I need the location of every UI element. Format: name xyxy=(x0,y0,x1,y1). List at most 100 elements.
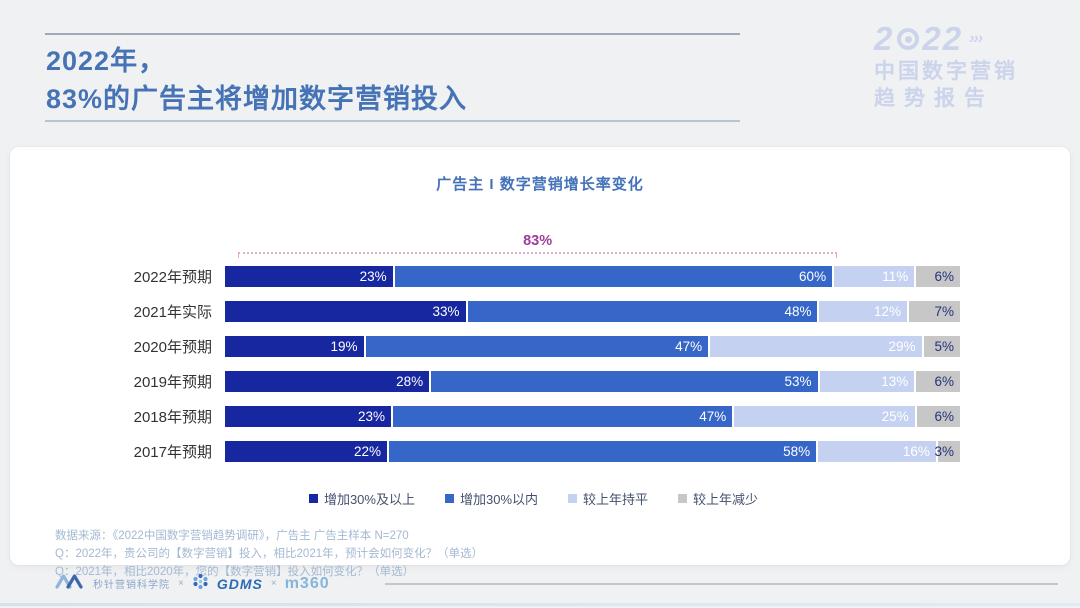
bar-segment-value: 5% xyxy=(934,339,954,354)
bar-segment-value: 23% xyxy=(359,269,387,284)
page-title-line2: 83%的广告主将增加数字营销投入 xyxy=(46,84,468,114)
legend-item: 增加30%以内 xyxy=(444,489,538,508)
bracket-line xyxy=(238,252,838,258)
bar-segment: 13% xyxy=(819,371,915,392)
chart-rows: 2022年预期 23% 60% 11% 6% 2021年实际 33% 48% 12% 7% 2020… xyxy=(107,266,961,462)
bar-segment: 48% xyxy=(467,301,818,322)
bar-segment: 16% xyxy=(818,441,936,462)
bar-segment: 60% xyxy=(394,266,833,287)
stacked-bar: 23% 47% 25% 6% xyxy=(225,406,961,427)
plot-area: 83% 2022年预期 23% 60% 11% 6% 2021年实际 33% 48% 12% 7%… xyxy=(107,222,961,508)
bottom-accent-line xyxy=(0,603,1080,606)
bar-segment: 29% xyxy=(710,336,922,357)
legend-swatch xyxy=(444,494,454,503)
legend: 增加30%及以上 增加30%以内 较上年持平 较上年减少 xyxy=(107,489,960,508)
brand1-label: 秒针营销科学院 xyxy=(93,580,170,591)
logo-year-prefix: 2 xyxy=(874,20,895,57)
question-note-line: Q：2022年，贵公司的【数字营销】投入，相比2021年，预计会如何变化？（单选… xyxy=(55,548,484,560)
separator-x: × xyxy=(178,578,184,589)
row-label: 2018年预期 xyxy=(133,409,212,426)
bar-segment: 47% xyxy=(393,406,733,427)
legend-label: 较上年持平 xyxy=(583,492,649,507)
bar-segment-value: 28% xyxy=(396,374,424,389)
source-notes: 数据来源：《2022中国数字营销趋势调研》，广告主 广告主样本 N=270 Q：… xyxy=(55,527,1070,581)
stacked-bar: 22% 58% 16% 3% xyxy=(225,441,960,462)
eye-icon xyxy=(897,28,920,50)
stacked-bar: 23% 60% 11% 6% xyxy=(225,266,960,287)
bar-segment-value: 6% xyxy=(934,269,954,284)
bar-segment: 5% xyxy=(923,336,960,357)
row-label: 2020年预期 xyxy=(133,339,212,356)
report-logo-line1: 中国数字营销 xyxy=(874,60,1018,83)
footer-divider-line xyxy=(385,583,1058,585)
bar-segment: 12% xyxy=(819,301,907,322)
bar-segment: 25% xyxy=(734,406,915,427)
bar-segment: 22% xyxy=(225,441,387,462)
chart-title: 广告主 I 数字营销增长率变化 xyxy=(436,176,644,193)
stacked-bar: 33% 48% 12% 7% xyxy=(225,301,960,322)
footer: 秒针营销科学院 × GDMS × m360 xyxy=(0,565,1080,608)
brand3-label: m360 xyxy=(284,574,330,592)
bracket-annotation: 83% xyxy=(238,233,838,258)
bar-segment-value: 58% xyxy=(783,444,811,459)
bar-segment-value: 7% xyxy=(934,304,954,319)
arrows-icon: ››› xyxy=(969,30,983,47)
bar-segment: 7% xyxy=(908,301,960,322)
row-label: 2019年预期 xyxy=(133,374,212,391)
header-top-rule xyxy=(45,33,740,35)
bar-segment-value: 11% xyxy=(882,269,909,284)
bar-segment: 28% xyxy=(225,371,430,392)
chart-card: 广告主 I 数字营销增长率变化 83% 2022年预期 23% 60% 11% 6% 20… xyxy=(10,147,1070,578)
row-label: 2021年实际 xyxy=(133,304,212,321)
bar-segment-value: 25% xyxy=(881,409,909,424)
source-note-line: 数据来源：《2022中国数字营销趋势调研》，广告主 广告主样本 N=270 xyxy=(55,530,409,542)
legend-item: 较上年持平 xyxy=(568,489,648,508)
bar-segment-value: 22% xyxy=(353,444,381,459)
question-note-line: Q：2021年，相比2020年，您的【数字营销】投入如何变化？（单选） xyxy=(55,566,415,578)
bar-segment-value: 19% xyxy=(330,339,358,354)
bar-segment-value: 29% xyxy=(888,339,916,354)
legend-swatch xyxy=(308,494,318,503)
chart-row: 2017年预期 22% 58% 16% 3% xyxy=(107,441,960,462)
page-title: 2022年， 83%的广告主将增加数字营销投入 xyxy=(46,42,467,118)
report-logo-year: 2 22 ››› xyxy=(874,20,1018,58)
chart-row: 2019年预期 28% 53% 13% 6% xyxy=(107,371,960,392)
stacked-bar: 19% 47% 29% 5% xyxy=(225,336,960,357)
logo-year-suffix: 22 xyxy=(922,20,964,57)
bar-segment-value: 6% xyxy=(934,374,954,389)
header: 2022年， 83%的广告主将增加数字营销投入 2 22 ››› 中国数字营销 趋势… xyxy=(0,0,1080,147)
bar-segment-value: 60% xyxy=(799,269,827,284)
legend-item: 较上年减少 xyxy=(678,489,758,508)
bar-segment: 53% xyxy=(431,371,818,392)
bar-segment-value: 6% xyxy=(934,409,955,424)
bar-segment-value: 23% xyxy=(357,409,386,424)
footer-logos: 秒针营销科学院 × GDMS × m360 xyxy=(55,572,330,595)
brand2-label: GDMS xyxy=(216,575,263,592)
bar-segment-value: 47% xyxy=(675,339,703,354)
separator-x: × xyxy=(270,578,277,589)
legend-label: 增加30%及以上 xyxy=(323,492,415,507)
bar-segment-value: 48% xyxy=(784,304,812,319)
bar-segment: 11% xyxy=(834,266,915,287)
bracket-label: 83% xyxy=(523,233,553,249)
legend-swatch xyxy=(568,494,578,503)
bar-segment: 23% xyxy=(225,266,393,287)
bar-segment-value: 33% xyxy=(432,304,460,319)
bar-segment: 6% xyxy=(916,371,960,392)
bar-segment: 19% xyxy=(225,336,364,357)
mountain-wave-logo-icon xyxy=(55,572,85,595)
bar-segment-value: 12% xyxy=(873,304,901,319)
bar-segment-value: 47% xyxy=(699,409,727,424)
header-bottom-rule xyxy=(45,120,740,122)
bar-segment-value: 16% xyxy=(902,444,930,459)
chart-row: 2021年实际 33% 48% 12% 7% xyxy=(107,301,960,322)
gdms-logo-icon xyxy=(192,573,209,595)
legend-item: 增加30%及以上 xyxy=(308,489,415,508)
bar-segment: 58% xyxy=(389,441,817,462)
chart-row: 2018年预期 23% 47% 25% 6% xyxy=(107,406,961,427)
page-title-line1: 2022年， xyxy=(46,46,167,76)
bar-segment-value: 13% xyxy=(881,374,909,389)
chart-row: 2020年预期 19% 47% 29% 5% xyxy=(107,336,960,357)
bar-segment: 47% xyxy=(365,336,709,357)
bar-segment: 6% xyxy=(916,266,960,287)
